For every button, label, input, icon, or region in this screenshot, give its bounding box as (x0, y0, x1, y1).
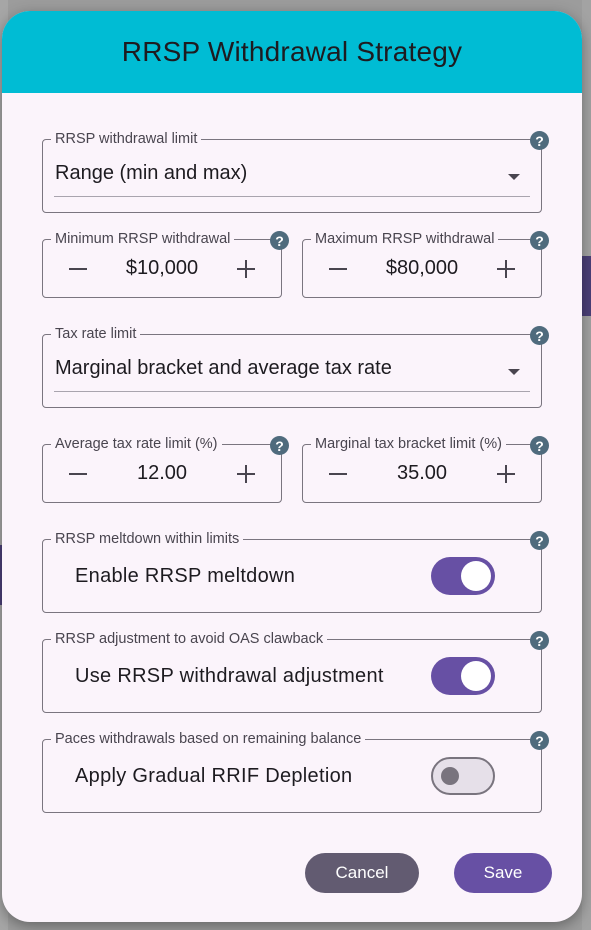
avg-tax-rate-value[interactable]: 12.00 (136, 462, 188, 484)
decrement-icon[interactable] (329, 268, 347, 270)
help-icon[interactable]: ? (530, 326, 549, 345)
marginal-bracket-value[interactable]: 35.00 (396, 462, 448, 484)
help-icon[interactable]: ? (530, 131, 549, 150)
max-withdrawal-value[interactable]: $80,000 (385, 257, 459, 279)
avg-tax-rate-legend: Average tax rate limit (%) (51, 436, 222, 453)
select-underline (54, 196, 530, 197)
rrif-switch[interactable] (431, 757, 495, 795)
rrif-toggle-group: Paces withdrawals based on remaining bal… (42, 731, 542, 813)
help-icon[interactable]: ? (270, 436, 289, 455)
help-icon[interactable]: ? (530, 531, 549, 550)
meltdown-legend: RRSP meltdown within limits (51, 531, 244, 548)
switch-knob (461, 561, 491, 591)
meltdown-switch[interactable] (431, 557, 495, 595)
meltdown-label: Enable RRSP meltdown (75, 565, 296, 587)
decrement-icon[interactable] (329, 473, 347, 475)
marginal-bracket-legend: Marginal tax bracket limit (%) (311, 436, 506, 453)
meltdown-toggle-group: RRSP meltdown within limits Enable RRSP … (42, 531, 542, 613)
help-icon[interactable]: ? (530, 631, 549, 650)
withdrawal-limit-value: Range (min and max) (55, 162, 248, 184)
help-icon[interactable]: ? (530, 731, 549, 750)
tax-rate-limit-value: Marginal bracket and average tax rate (55, 357, 392, 379)
save-button[interactable]: Save (454, 853, 552, 893)
help-icon[interactable]: ? (530, 231, 549, 250)
help-icon[interactable]: ? (270, 231, 289, 250)
rrsp-withdrawal-dialog: RRSP Withdrawal Strategy RRSP withdrawal… (2, 11, 582, 922)
withdrawal-limit-select[interactable]: RRSP withdrawal limit Range (min and max… (42, 131, 542, 213)
switch-knob (441, 767, 459, 785)
switch-knob (461, 661, 491, 691)
tax-rate-limit-select[interactable]: Tax rate limit Marginal bracket and aver… (42, 326, 542, 408)
dialog-header: RRSP Withdrawal Strategy (2, 11, 582, 93)
min-withdrawal-stepper: Minimum RRSP withdrawal $10,000 (42, 231, 282, 298)
select-underline (54, 391, 530, 392)
background-accent (0, 545, 3, 605)
min-withdrawal-value[interactable]: $10,000 (125, 257, 199, 279)
max-withdrawal-stepper: Maximum RRSP withdrawal $80,000 (302, 231, 542, 298)
increment-icon[interactable] (237, 260, 255, 278)
rrif-legend: Paces withdrawals based on remaining bal… (51, 731, 366, 748)
background-panel (582, 0, 591, 930)
withdrawal-limit-legend: RRSP withdrawal limit (51, 131, 202, 148)
increment-icon[interactable] (497, 260, 515, 278)
marginal-bracket-stepper: Marginal tax bracket limit (%) 35.00 (302, 436, 542, 503)
background-accent (582, 256, 591, 316)
decrement-icon[interactable] (69, 473, 87, 475)
max-withdrawal-legend: Maximum RRSP withdrawal (311, 231, 499, 248)
increment-icon[interactable] (497, 465, 515, 483)
decrement-icon[interactable] (69, 268, 87, 270)
dropdown-arrow-icon[interactable] (508, 369, 520, 375)
avg-tax-rate-stepper: Average tax rate limit (%) 12.00 (42, 436, 282, 503)
oas-label: Use RRSP withdrawal adjustment (75, 665, 384, 687)
tax-rate-limit-legend: Tax rate limit (51, 326, 141, 343)
cancel-button[interactable]: Cancel (305, 853, 419, 893)
oas-toggle-group: RRSP adjustment to avoid OAS clawback Us… (42, 631, 542, 713)
dropdown-arrow-icon[interactable] (508, 174, 520, 180)
oas-legend: RRSP adjustment to avoid OAS clawback (51, 631, 328, 648)
oas-switch[interactable] (431, 657, 495, 695)
increment-icon[interactable] (237, 465, 255, 483)
min-withdrawal-legend: Minimum RRSP withdrawal (51, 231, 235, 248)
dialog-title: RRSP Withdrawal Strategy (121, 36, 463, 67)
rrif-label: Apply Gradual RRIF Depletion (75, 765, 353, 787)
help-icon[interactable]: ? (530, 436, 549, 455)
